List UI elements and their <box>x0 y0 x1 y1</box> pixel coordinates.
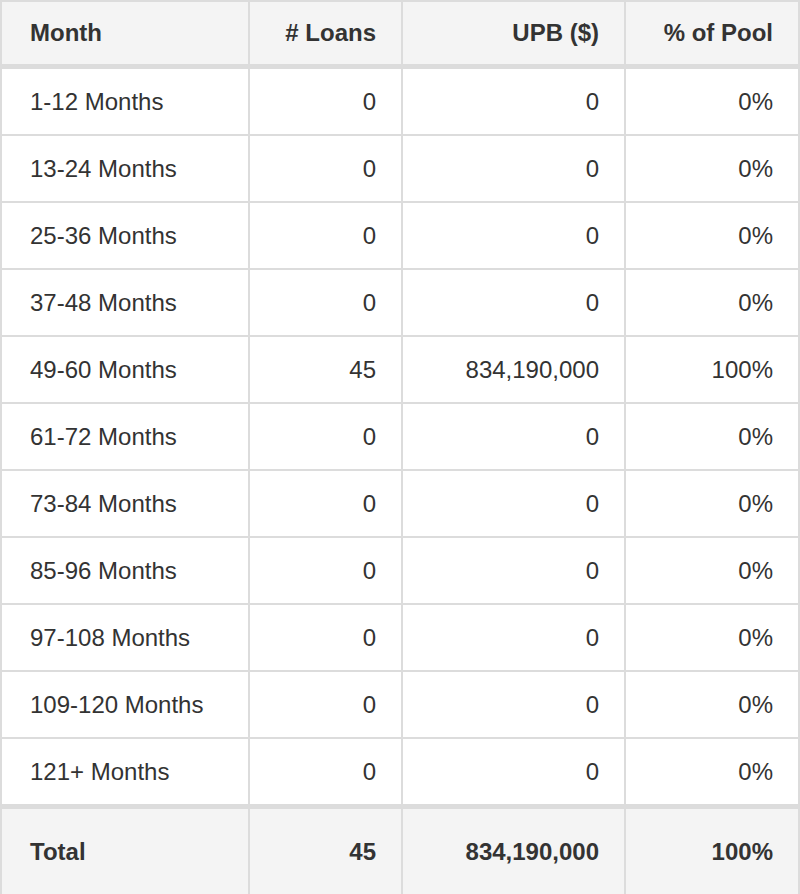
month-cell: 121+ Months <box>0 739 250 806</box>
loans-cell: 0 <box>250 136 403 203</box>
upb-cell: 0 <box>403 739 626 806</box>
table-header-row: Month # Loans UPB ($) % of Pool <box>0 0 800 69</box>
pct-cell: 0% <box>626 203 800 270</box>
loans-cell: 0 <box>250 404 403 471</box>
loans-cell: 0 <box>250 270 403 337</box>
loans-cell: 0 <box>250 203 403 270</box>
loans-cell: 0 <box>250 69 403 136</box>
table-row: 73-84 Months000% <box>0 471 800 538</box>
pct-cell: 0% <box>626 739 800 806</box>
loans-cell: 0 <box>250 538 403 605</box>
upb-cell: 0 <box>403 69 626 136</box>
month-cell: 37-48 Months <box>0 270 250 337</box>
total-loans-cell: 45 <box>250 806 403 894</box>
upb-cell: 0 <box>403 672 626 739</box>
column-header-loans: # Loans <box>250 0 403 69</box>
table-row: 85-96 Months000% <box>0 538 800 605</box>
month-cell: 85-96 Months <box>0 538 250 605</box>
loans-cell: 0 <box>250 672 403 739</box>
loan-age-stratification-table: Month # Loans UPB ($) % of Pool 1-12 Mon… <box>0 0 800 894</box>
pct-cell: 0% <box>626 538 800 605</box>
month-cell: 109-120 Months <box>0 672 250 739</box>
month-cell: 49-60 Months <box>0 337 250 404</box>
pct-cell: 0% <box>626 136 800 203</box>
month-cell: 73-84 Months <box>0 471 250 538</box>
pct-cell: 0% <box>626 404 800 471</box>
table-row: 109-120 Months000% <box>0 672 800 739</box>
column-header-pct: % of Pool <box>626 0 800 69</box>
pct-cell: 0% <box>626 471 800 538</box>
upb-cell: 0 <box>403 203 626 270</box>
pct-cell: 0% <box>626 605 800 672</box>
table-row: 61-72 Months000% <box>0 404 800 471</box>
total-pct-cell: 100% <box>626 806 800 894</box>
loans-cell: 0 <box>250 739 403 806</box>
upb-cell: 0 <box>403 136 626 203</box>
loans-cell: 0 <box>250 605 403 672</box>
table-row: 49-60 Months45834,190,000100% <box>0 337 800 404</box>
upb-cell: 834,190,000 <box>403 337 626 404</box>
upb-cell: 0 <box>403 471 626 538</box>
upb-cell: 0 <box>403 404 626 471</box>
table-row: 121+ Months000% <box>0 739 800 806</box>
total-upb-cell: 834,190,000 <box>403 806 626 894</box>
table-row: 13-24 Months000% <box>0 136 800 203</box>
pct-cell: 0% <box>626 672 800 739</box>
total-label-cell: Total <box>0 806 250 894</box>
month-cell: 61-72 Months <box>0 404 250 471</box>
pct-cell: 100% <box>626 337 800 404</box>
column-header-month: Month <box>0 0 250 69</box>
loans-cell: 45 <box>250 337 403 404</box>
column-header-upb: UPB ($) <box>403 0 626 69</box>
table-row: 1-12 Months000% <box>0 69 800 136</box>
month-cell: 1-12 Months <box>0 69 250 136</box>
upb-cell: 0 <box>403 538 626 605</box>
table-total-row: Total 45 834,190,000 100% <box>0 806 800 894</box>
month-cell: 13-24 Months <box>0 136 250 203</box>
upb-cell: 0 <box>403 605 626 672</box>
pct-cell: 0% <box>626 270 800 337</box>
table-row: 97-108 Months000% <box>0 605 800 672</box>
upb-cell: 0 <box>403 270 626 337</box>
month-cell: 25-36 Months <box>0 203 250 270</box>
table-row: 37-48 Months000% <box>0 270 800 337</box>
month-cell: 97-108 Months <box>0 605 250 672</box>
pct-cell: 0% <box>626 69 800 136</box>
table-row: 25-36 Months000% <box>0 203 800 270</box>
loans-cell: 0 <box>250 471 403 538</box>
